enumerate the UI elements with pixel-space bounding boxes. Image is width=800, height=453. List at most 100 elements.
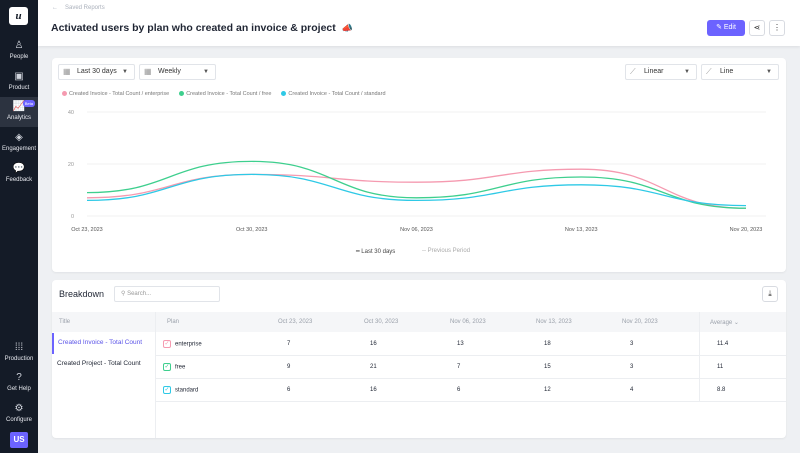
title-item-project[interactable]: Created Project - Total Count	[57, 360, 141, 367]
date-range-select[interactable]: ▦ Last 30 days ▼	[58, 64, 135, 80]
column-header-date[interactable]: Oct 30, 2023	[364, 319, 399, 325]
value-cell: 12	[544, 387, 551, 393]
value-cell: 21	[370, 364, 377, 370]
sidebar-item-configure[interactable]: ⚙ Configure	[0, 403, 38, 423]
breadcrumb-link[interactable]: Saved Reports	[65, 5, 105, 11]
breakdown-title: Breakdown	[59, 289, 105, 299]
share-button[interactable]: ⋖	[749, 20, 765, 36]
divider	[155, 312, 156, 438]
download-icon: ⤓	[768, 289, 772, 298]
share-icon: ⋖	[753, 23, 761, 32]
engagement-icon: ◈	[15, 132, 23, 143]
sidebar-item-label: People	[9, 54, 29, 60]
series-line	[86, 173, 747, 207]
select-value: Last 30 days	[77, 68, 117, 75]
header: ← Saved Reports Activated users by plan w…	[38, 0, 800, 46]
column-header-average[interactable]: Average ⌄	[710, 319, 739, 326]
analytics-icon: 📈	[12, 101, 26, 112]
line-chart: 0 20 40 Oct 23, 2023 Oct 30, 2023 Nov 06, 202…	[68, 110, 766, 233]
sidebar-item-analytics[interactable]: 📈 Beta Analytics	[0, 97, 38, 127]
sidebar-item-people[interactable]: ♙ People	[0, 40, 38, 66]
gear-icon: ⚙	[14, 403, 24, 414]
series-line	[86, 168, 747, 209]
select-value: Weekly	[158, 68, 181, 75]
sidebar-item-label: Feedback	[5, 177, 33, 183]
x-tick-label: Nov 20, 2023	[730, 227, 763, 233]
sidebar-item-help[interactable]: ? Get Help	[0, 372, 38, 392]
column-header-date[interactable]: Oct 23, 2023	[278, 319, 313, 325]
more-button[interactable]: ⋮	[769, 20, 785, 36]
logo[interactable]: u	[9, 7, 28, 25]
legend-label: Created Invoice - Total Count / enterpri…	[69, 91, 170, 97]
plan-cell[interactable]: ✓ standard	[163, 386, 198, 394]
value-cell: 18	[544, 341, 551, 347]
scale-select[interactable]: ⟋ Linear ▼	[625, 64, 697, 80]
select-value: Linear	[644, 68, 664, 75]
product-icon: ▣	[14, 71, 24, 82]
people-icon: ♙	[14, 40, 24, 51]
caret-down-icon: ▼	[684, 69, 690, 75]
chart-card: ▦ Last 30 days ▼ ▦ Weekly ▼ ⟋ Linear ▼ ⟋ Line ▼ …	[52, 58, 786, 272]
chevron-down-icon: ⌄	[733, 320, 739, 326]
sidebar-item-engagement[interactable]: ◈ Engagement	[0, 132, 38, 158]
breakdown-search-input[interactable]: ⚲ Search...	[114, 286, 220, 302]
sidebar-item-product[interactable]: ▣ Product	[0, 71, 38, 97]
plan-cell[interactable]: ✓ enterprise	[163, 340, 202, 348]
caret-down-icon: ▼	[203, 69, 209, 75]
sidebar-item-label: Get Help	[7, 386, 31, 392]
x-tick-label: Nov 06, 2023	[400, 227, 433, 233]
breadcrumb[interactable]: ← Saved Reports	[52, 5, 105, 11]
help-icon: ?	[16, 372, 22, 383]
back-arrow-icon: ←	[52, 5, 58, 11]
value-cell: 7	[457, 364, 461, 370]
value-cell: 4	[630, 387, 634, 393]
value-cell: 6	[287, 387, 291, 393]
sidebar-item-label: Product	[8, 85, 30, 91]
value-cell: 16	[370, 387, 377, 393]
line-chart-icon: ⟋	[630, 67, 636, 76]
legend-dot	[179, 91, 185, 97]
value-cell: 6	[457, 387, 461, 393]
grid-icon: ⁞⁞⁞	[14, 342, 24, 353]
table-row: ✓ free 9 21 7 15 3 11	[156, 356, 786, 379]
sidebar-item-label: Analytics	[6, 115, 31, 121]
checkbox-icon[interactable]: ✓	[163, 340, 171, 348]
period-legend-previous[interactable]: -- Previous Period	[422, 248, 471, 254]
plan-cell[interactable]: ✓ free	[163, 363, 185, 371]
legend-item[interactable]: Created Invoice - Total Count / enterpri…	[62, 91, 169, 97]
edit-button[interactable]: ✎ Edit	[707, 20, 745, 36]
x-tick-label: Oct 23, 2023	[71, 227, 103, 233]
average-label: Average	[710, 320, 733, 326]
title-item-invoice[interactable]: Created Invoice - Total Count	[52, 333, 155, 354]
sidebar-item-production[interactable]: ⁞⁞⁞ Production	[0, 342, 38, 362]
checkbox-icon[interactable]: ✓	[163, 363, 171, 371]
sidebar-item-label: Configure	[5, 417, 32, 423]
sidebar-item-feedback[interactable]: 💬 Feedback	[0, 163, 38, 189]
download-button[interactable]: ⤓	[762, 286, 778, 302]
legend-item[interactable]: Created Invoice - Total Count / standard	[281, 91, 386, 97]
x-tick-label: Oct 30, 2023	[236, 227, 268, 233]
edit-label: Edit	[723, 24, 736, 31]
calendar-icon: ▦	[144, 67, 152, 76]
divider	[699, 312, 700, 402]
breakdown-card: Breakdown ⚲ Search... ⤓ Title Plan Oct 2…	[52, 280, 786, 438]
plan-label: enterprise	[175, 341, 202, 348]
series-line	[86, 160, 747, 209]
interval-select[interactable]: ▦ Weekly ▼	[139, 64, 216, 80]
period-legend-current[interactable]: ━ Last 30 days	[356, 249, 396, 255]
y-tick-label: 0	[71, 214, 74, 220]
column-header-title: Title	[59, 319, 71, 325]
column-header-plan: Plan	[167, 319, 180, 325]
avatar[interactable]: US	[10, 432, 28, 448]
column-header-date[interactable]: Nov 06, 2023	[450, 319, 486, 325]
caret-down-icon: ▼	[122, 69, 128, 75]
value-cell: 13	[457, 341, 464, 347]
checkbox-icon[interactable]: ✓	[163, 386, 171, 394]
column-header-date[interactable]: Nov 13, 2023	[536, 319, 572, 325]
chart-type-select[interactable]: ⟋ Line ▼	[701, 64, 779, 80]
value-cell: 16	[370, 341, 377, 347]
legend-label: Previous Period	[427, 248, 471, 254]
value-cell: 3	[630, 341, 634, 347]
legend-item[interactable]: Created Invoice - Total Count / free	[179, 91, 271, 97]
column-header-date[interactable]: Nov 20, 2023	[622, 319, 658, 325]
